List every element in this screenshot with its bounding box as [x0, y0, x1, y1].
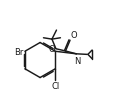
- Text: O: O: [71, 31, 77, 40]
- Text: N: N: [74, 57, 80, 66]
- Text: Br: Br: [14, 47, 23, 56]
- Text: Cl: Cl: [51, 81, 59, 90]
- Text: O: O: [48, 44, 55, 53]
